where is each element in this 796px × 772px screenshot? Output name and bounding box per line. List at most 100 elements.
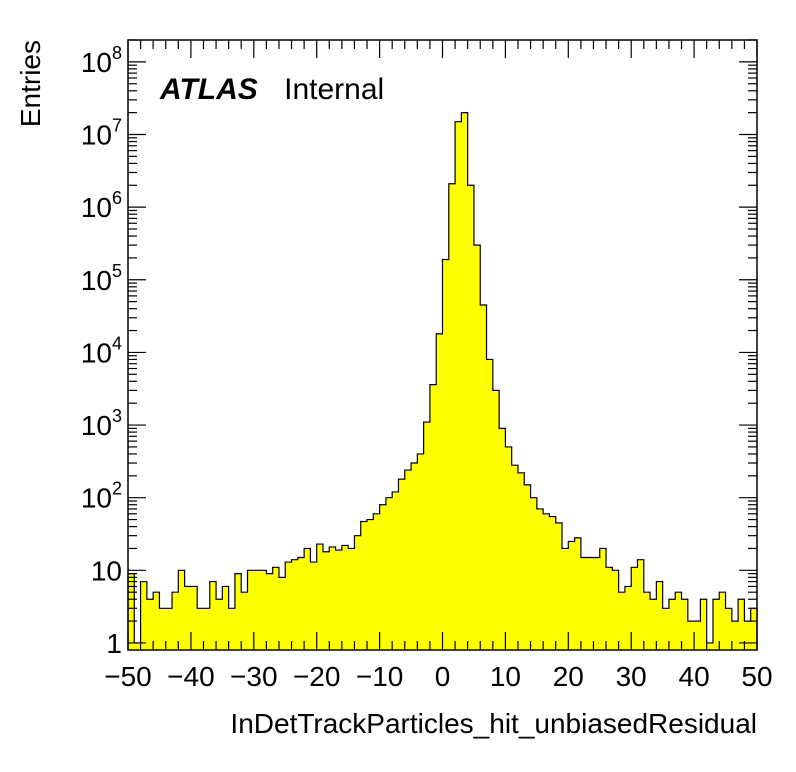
histogram-bin [706,642,714,650]
x-axis-ticks [127,40,758,650]
histogram-bin [140,581,148,650]
histogram-bin [360,521,368,650]
histogram-bin [392,491,399,650]
histogram-bin [549,516,557,650]
histogram-bin [253,570,261,650]
x-tick-label: −40 [167,661,215,692]
histogram-bin [146,599,154,650]
histogram-bin [373,513,380,650]
histogram-bin [543,513,550,650]
x-tick-label: −30 [230,661,278,692]
histogram-bin [725,608,733,650]
atlas-annotation: ATLAS Internal [159,73,384,106]
histogram-bin [719,592,726,650]
histogram-bars [128,112,758,651]
histogram-bin [222,586,229,650]
y-tick-label: 105 [81,261,122,296]
histogram-bin [574,537,582,650]
histogram-bin [184,586,192,650]
histogram-bin [335,550,343,650]
y-axis-ticks [128,39,757,644]
histogram-bin [159,608,167,650]
histogram-bin [650,599,657,650]
histogram-bin [291,559,299,650]
histogram-bin [738,599,745,650]
histogram-bin [712,599,720,650]
atlas-label: ATLAS [159,73,258,106]
y-tick-label: 102 [81,479,122,514]
histogram-bin [492,390,500,650]
histogram-bin [329,546,336,650]
x-tick-label: −20 [293,661,341,692]
histogram-bin [700,599,708,650]
histogram-bin [562,548,569,650]
histogram-bin [209,581,217,650]
y-tick-label: 104 [81,333,122,368]
histogram-bin [631,567,638,650]
y-tick-label: 107 [81,116,122,151]
histogram-bin [316,544,324,650]
histogram-bin [367,519,374,650]
y-tick-label: 103 [81,406,122,441]
histogram-bin [197,608,204,650]
histogram-bin [172,592,179,650]
x-tick-label: −50 [104,661,152,692]
histogram-bin [656,581,663,650]
histogram-bin [203,608,211,650]
histogram-bin [448,183,456,650]
histogram-bin [429,384,437,650]
histogram-bin [587,557,594,650]
x-tick-label: 20 [553,661,584,692]
histogram-bin [234,573,242,650]
histogram-bin [423,422,431,650]
histogram-bin [606,567,613,650]
histogram-bin [247,570,255,650]
histogram-bin [134,642,141,650]
histogram-bin [278,577,286,650]
histogram-bin [480,304,487,650]
histogram-outline [127,112,758,650]
histogram-bin [662,608,670,650]
histogram-bin [297,557,305,650]
x-tick-label: −10 [356,661,404,692]
histogram-bin [385,497,393,650]
histogram-bin [744,621,752,650]
x-tick-label: 30 [616,661,647,692]
histogram-bin [260,570,267,650]
histogram-bin [467,185,475,650]
histogram-bin [404,470,412,650]
histogram-bin [511,465,519,650]
histogram-bin [178,570,185,650]
histogram-bin [341,545,349,650]
histogram-bin [285,562,292,650]
histogram-bin [411,463,418,650]
histogram-bin [486,359,494,650]
histogram-bin [637,559,645,650]
histogram-bin [681,599,689,650]
histogram-bin [379,504,387,650]
histogram-bin [128,573,135,650]
y-tick-label: 106 [81,188,122,223]
histogram-bin [228,608,236,650]
histogram-bin [618,592,626,650]
histogram-bin [580,557,588,650]
x-axis-label: InDetTrackParticles_hit_unbiasedResidual [230,708,757,739]
x-tick-label: 10 [490,661,521,692]
x-tick-label: 40 [679,661,710,692]
y-axis-label: Entries [15,40,46,127]
histogram-bin [241,592,248,650]
histogram-bin [694,621,701,650]
histogram-bin [304,548,311,650]
x-tick-labels: −50 −40 −30 −20 −10 0 10 20 30 40 50 [104,661,772,692]
histogram-bin [530,497,538,650]
histogram-bin [354,535,362,650]
histogram-bin [612,570,619,650]
histogram-bin [322,551,330,650]
histogram-bin [668,599,676,650]
histogram-bin [687,621,695,650]
histogram-bin [455,121,462,650]
internal-label: Internal [284,73,384,106]
histogram-bin [442,259,450,650]
histogram-bin [624,586,632,650]
